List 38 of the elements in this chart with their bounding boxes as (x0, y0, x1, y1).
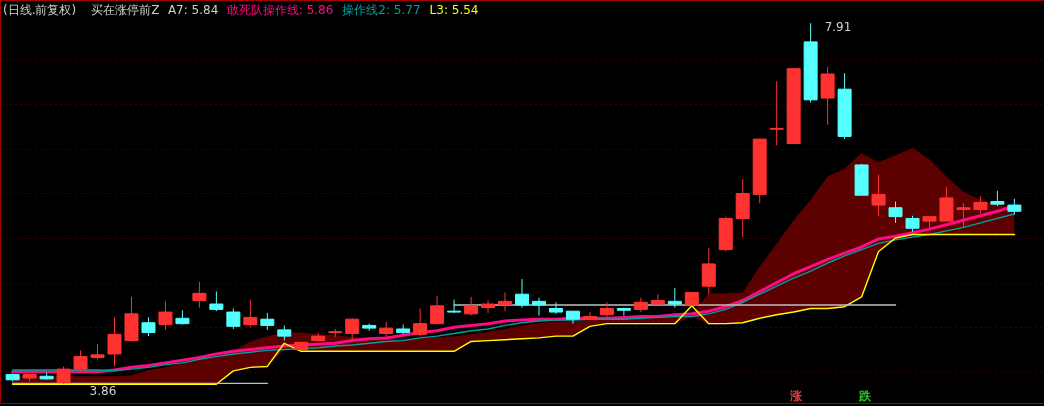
candlestick (498, 291, 513, 312)
candlestick (701, 247, 716, 295)
candlestick (515, 278, 529, 309)
candlestick (956, 202, 971, 229)
candlestick (345, 317, 360, 342)
candlestick (769, 80, 784, 146)
candlestick (73, 349, 88, 373)
text: 操作线2: 5.77 (342, 3, 421, 17)
candlestick (871, 174, 886, 217)
annotation: 7.91 (824, 20, 852, 35)
candlestick (107, 316, 122, 367)
text: 敢死队操作线: 5.86 (226, 3, 334, 17)
candlestick (158, 300, 173, 331)
candlestick (413, 307, 428, 337)
candlestick (209, 291, 224, 312)
candlestick (243, 299, 258, 328)
annotation: A7: 5.84 (167, 3, 219, 17)
candlestick (447, 299, 462, 314)
candlestick (531, 297, 546, 317)
annotation: 跌 (858, 389, 872, 403)
candlestick (481, 299, 496, 314)
annotation: 涨 (789, 389, 803, 403)
candlestick (548, 301, 563, 315)
candlestick (430, 295, 445, 326)
chart-title: (日线.前复权) (3, 3, 77, 17)
candlestick (599, 301, 614, 318)
candlestick (141, 316, 156, 337)
annotation: 3.86 (89, 384, 117, 399)
candlestick (667, 287, 682, 309)
candlestick (939, 186, 954, 222)
candlestick (226, 307, 241, 330)
candlestick (888, 201, 903, 224)
candlestick (616, 307, 631, 317)
candlestick (464, 296, 479, 317)
candlestick (192, 281, 207, 309)
candlestick (582, 311, 597, 321)
chart-subtitle: 买在涨停前Z (91, 3, 160, 17)
text: L3: 5.54 (429, 3, 479, 17)
